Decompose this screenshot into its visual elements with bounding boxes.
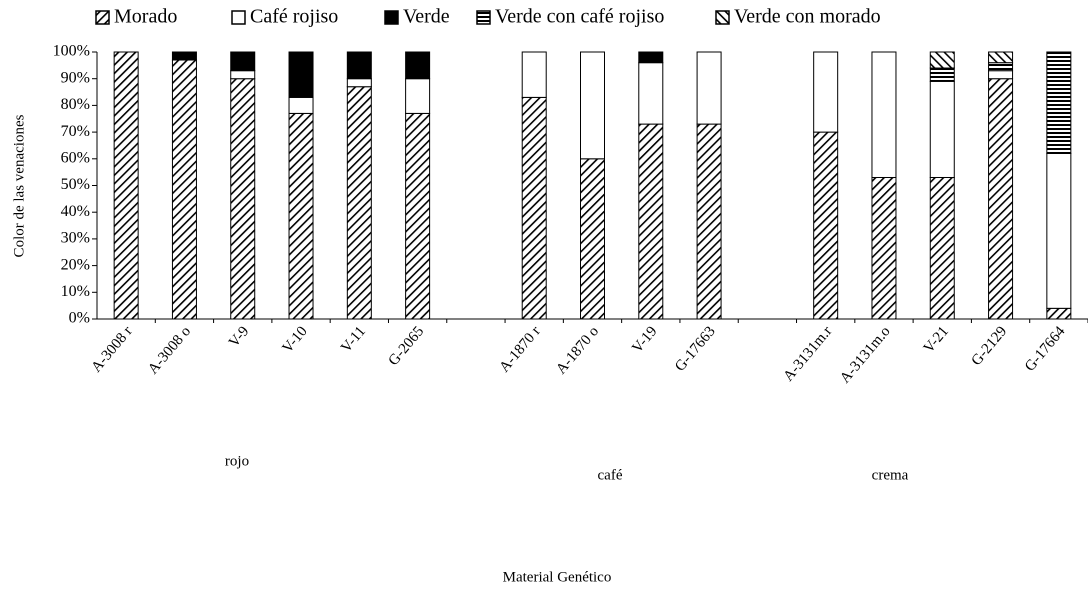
bar-segment (288, 112, 314, 320)
bar-segment (988, 62, 1014, 72)
x-tick-label: A-1870 o (553, 323, 602, 377)
bar-segment (346, 86, 372, 320)
legend-label: Verde (403, 6, 450, 28)
bar-segment (929, 51, 955, 69)
x-tick-label: A-3131m.o (837, 323, 893, 386)
y-tick-label: 0% (69, 310, 90, 327)
bar-segment (346, 78, 372, 88)
y-tick-label: 30% (61, 230, 90, 247)
y-tick-label: 70% (61, 123, 90, 140)
bar-segment (171, 51, 197, 61)
legend-label: Morado (114, 6, 177, 28)
bar-segment (871, 176, 897, 320)
x-tick-label: V-11 (338, 323, 369, 355)
legend-label: Verde con café rojiso (495, 6, 664, 28)
y-tick-label: 50% (61, 176, 90, 193)
bar-segment (405, 112, 431, 320)
bar-segment (113, 51, 139, 320)
y-axis-label: Color de las venaciones (11, 114, 27, 257)
y-tick-label: 80% (61, 96, 90, 113)
bar-segment (813, 131, 839, 320)
y-tick-label: 60% (61, 149, 90, 166)
bar-segment (230, 78, 256, 320)
bar-segment (288, 51, 314, 98)
bar-segment (230, 51, 256, 72)
x-tick-label: G-2065 (386, 323, 428, 368)
x-tick-label: A-1870 r (497, 323, 544, 375)
bar-segment (580, 158, 605, 320)
group-label: café (598, 467, 623, 483)
y-tick-label: 20% (61, 256, 90, 273)
x-tick-label: V-21 (921, 323, 952, 356)
bar-segment (230, 70, 256, 80)
bar-segment (405, 51, 431, 80)
y-tick-label: 10% (61, 283, 90, 300)
bar-segment (1046, 51, 1072, 154)
bar-segment (521, 96, 547, 320)
bar-segment (696, 123, 722, 320)
legend-swatch (384, 10, 399, 25)
bar-segment (871, 51, 897, 178)
x-tick-label: V-10 (280, 323, 311, 356)
bar-segment (638, 123, 664, 320)
bar-segment (988, 70, 1014, 80)
bar-segment (988, 78, 1014, 320)
bar-segment (988, 51, 1014, 64)
bar-segment (405, 78, 431, 114)
bar-segment (1046, 152, 1072, 309)
x-tick-label: G-2129 (969, 323, 1011, 368)
legend-swatch (231, 10, 246, 25)
x-tick-label: G-17664 (1022, 323, 1069, 375)
x-tick-label: V-19 (629, 323, 660, 356)
bar-segment (346, 51, 372, 80)
bar-segment (1046, 307, 1072, 320)
group-label: crema (872, 467, 909, 483)
bar-segment (929, 176, 955, 320)
legend-swatch (476, 10, 491, 25)
legend-label: Café rojiso (250, 6, 338, 28)
x-tick-label: A-3008 o (145, 323, 194, 377)
bar-segment (929, 67, 955, 82)
bar-segment (929, 80, 955, 178)
bar-segment (580, 51, 605, 160)
bar-segment (288, 96, 314, 114)
x-axis-label: Material Genético (503, 569, 612, 585)
legend-swatch (95, 10, 110, 25)
x-tick-label: A-3008 r (89, 323, 136, 375)
x-tick-label: A-3131m.r (781, 323, 836, 384)
group-label: rojo (225, 453, 249, 469)
bar-segment (813, 51, 839, 133)
legend-swatch (715, 10, 730, 25)
y-tick-label: 100% (53, 43, 90, 60)
bar-segment (521, 51, 547, 98)
legend-label: Verde con morado (734, 6, 881, 28)
bar-segment (638, 62, 664, 125)
y-tick-label: 90% (61, 69, 90, 86)
bar-segment (171, 59, 197, 320)
y-tick-label: 40% (61, 203, 90, 220)
x-tick-label: G-17663 (672, 323, 719, 374)
bar-segment (638, 51, 664, 64)
bar-segment (696, 51, 722, 125)
x-tick-label: V-9 (226, 323, 252, 350)
